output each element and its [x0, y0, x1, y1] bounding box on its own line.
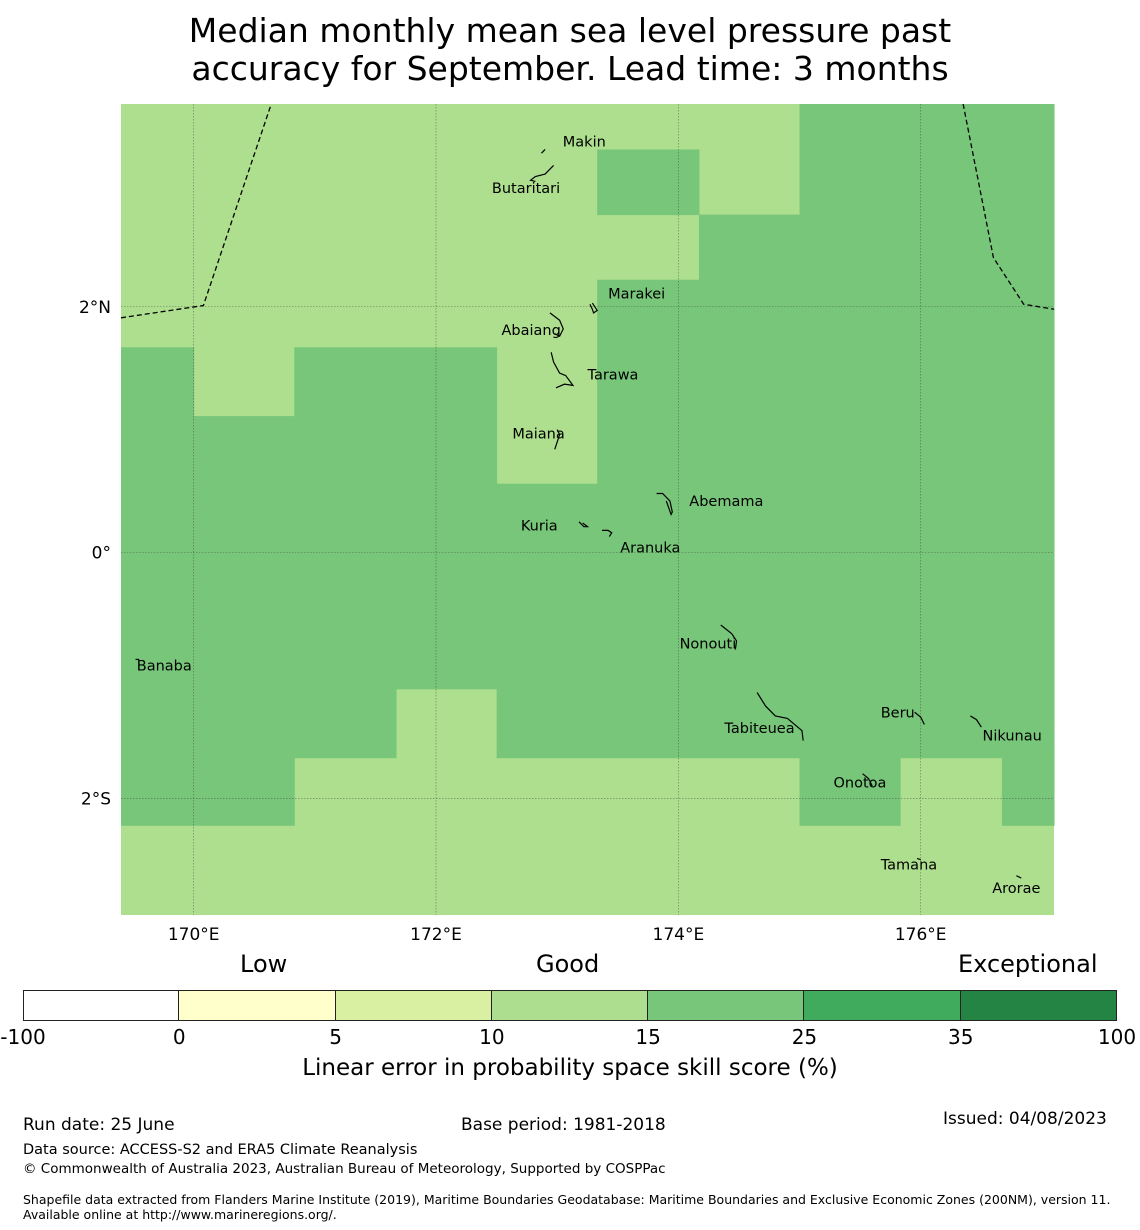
- skill-region-15-25: [121, 483, 1055, 690]
- skill-region-15-25: [597, 149, 700, 216]
- island-label: Tarawa: [587, 367, 639, 383]
- island-label: Tamana: [880, 858, 937, 874]
- run-date: Run date: 25 June: [23, 1115, 175, 1135]
- skill-region-15-25: [597, 416, 1055, 485]
- island-label: Maiana: [512, 426, 564, 442]
- lat-tick-label: 2°N: [79, 298, 111, 318]
- island-outline: [589, 302, 599, 314]
- island-label: Abaiang: [501, 323, 560, 339]
- skill-region-15-25: [799, 104, 1055, 281]
- eez-boundary-line: [120, 103, 272, 319]
- issued-date: Issued: 04/08/2023: [943, 1109, 1107, 1129]
- lat-tick-label: 2°S: [81, 789, 111, 809]
- skill-region-15-25: [597, 279, 1055, 417]
- island-label: Nikunau: [983, 729, 1042, 745]
- skill-region-15-25: [496, 688, 1055, 759]
- category-good: Good: [536, 950, 600, 978]
- skill-region-15-25: [121, 416, 498, 485]
- colorbar-tick: 25: [791, 1025, 818, 1049]
- island-label: Butaritari: [492, 181, 560, 197]
- colorbar-label: Linear error in probability space skill …: [302, 1055, 838, 1081]
- colorbar-tick: 100: [1097, 1025, 1137, 1049]
- skill-region-15-25: [121, 347, 195, 417]
- lat-tick-label: 0°: [92, 544, 111, 564]
- island-label: Arorae: [992, 881, 1040, 897]
- copyright: © Commonwealth of Australia 2023, Austra…: [23, 1161, 666, 1177]
- island-label: Kuria: [521, 518, 558, 534]
- skill-region-15-25: [698, 214, 801, 281]
- colorbar-tick: 5: [329, 1025, 342, 1049]
- title-line-1: Median monthly mean sea level pressure p…: [188, 11, 952, 50]
- island-label: Abemama: [689, 494, 763, 510]
- island-label: Onotoa: [833, 775, 886, 791]
- island-label: Makin: [563, 134, 606, 150]
- chart-title: Median monthly mean sea level pressure p…: [0, 12, 1140, 88]
- colorbar-bin: [960, 990, 1117, 1021]
- island-label: Marakei: [608, 287, 665, 303]
- colorbar-tick: 10: [479, 1025, 505, 1049]
- base-period: Base period: 1981-2018: [461, 1115, 666, 1135]
- lon-tick-label: 176°E: [895, 925, 947, 945]
- category-exceptional: Exceptional: [958, 950, 1098, 978]
- colorbar-bin: [23, 990, 180, 1021]
- island-outline: [529, 165, 554, 182]
- eez-boundary-line: [962, 103, 1055, 310]
- island-outline: [1016, 875, 1022, 879]
- colorbar-tick: -100: [0, 1025, 46, 1049]
- category-low: Low: [240, 950, 288, 978]
- island-outline: [549, 312, 564, 338]
- island-outline: [578, 521, 590, 528]
- lon-tick-label: 170°E: [168, 925, 220, 945]
- colorbar-bin: [648, 990, 805, 1021]
- island-label: Nonouti: [680, 636, 737, 652]
- shapefile-credit: Shapefile data extracted from Flanders M…: [23, 1192, 1111, 1222]
- island-label: Beru: [881, 705, 915, 721]
- island-outline: [656, 492, 673, 516]
- skill-region-15-25: [121, 757, 295, 826]
- skill-region-15-25: [799, 757, 901, 826]
- skill-region-15-25: [1001, 757, 1055, 826]
- island-label: Banaba: [137, 659, 192, 675]
- skill-map: Makin Butaritari Marakei Abaiang Tarawa Maian…: [79, 103, 1055, 945]
- colorbar-bin: [804, 990, 961, 1021]
- skill-region-15-25: [121, 688, 397, 759]
- island-outline: [602, 529, 613, 537]
- island-outline: [970, 715, 982, 728]
- island-label: Tabiteuea: [723, 721, 794, 737]
- island-outline: [914, 711, 925, 725]
- colorbar-bin: [179, 990, 336, 1021]
- island-outline: [862, 773, 873, 787]
- island-outline: [541, 149, 546, 154]
- colorbar-bin: [491, 990, 649, 1021]
- island-outline: [554, 429, 561, 450]
- island-outline: [756, 692, 804, 741]
- island-label: Aranuka: [620, 541, 680, 557]
- colorbar-tick: 35: [947, 1025, 974, 1049]
- island-outline: [916, 857, 921, 861]
- island-outline: [550, 352, 575, 389]
- colorbar-tick: 15: [635, 1025, 661, 1049]
- lon-tick-label: 174°E: [653, 925, 705, 945]
- island-outline: [720, 624, 738, 650]
- colorbar-tick: 0: [172, 1025, 186, 1049]
- colorbar-bin: [335, 990, 492, 1021]
- title-line-2: accuracy for September. Lead time: 3 mon…: [191, 49, 949, 88]
- data-source: Data source: ACCESS-S2 and ERA5 Climate …: [23, 1142, 418, 1158]
- skill-region-15-25: [294, 347, 498, 417]
- lon-tick-label: 172°E: [410, 925, 462, 945]
